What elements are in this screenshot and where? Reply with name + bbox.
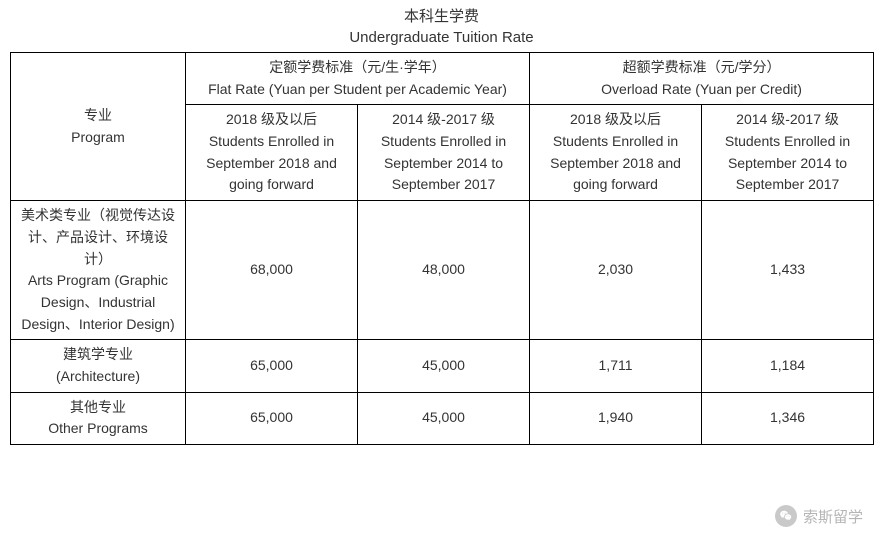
cell-flat-2014-2017: 48,000 [358,201,530,340]
table-row: 建筑学专业 (Architecture) 65,000 45,000 1,711… [11,340,874,392]
cell-program: 建筑学专业 (Architecture) [11,340,186,392]
wechat-icon [775,505,797,527]
cohort-2014-2017-en: Students Enrolled in September 2014 to S… [381,133,506,192]
program-cn: 建筑学专业 [63,346,133,362]
cell-over-2018: 2,030 [530,201,702,340]
title-cn: 本科生学费 [404,8,479,25]
col-header-flat-2014-2017: 2014 级-2017 级 Students Enrolled in Septe… [358,105,530,201]
table-row: 其他专业 Other Programs 65,000 45,000 1,940 … [11,392,874,444]
cell-flat-2018: 65,000 [186,392,358,444]
cell-flat-2014-2017: 45,000 [358,392,530,444]
cohort-2014-2017-cn: 2014 级-2017 级 [392,111,495,127]
cohort-2018-en-b: Students Enrolled in September 2018 and … [550,133,681,192]
cohort-2018-cn: 2018 级及以后 [226,111,317,127]
tuition-table: 专业 Program 定额学费标准（元/生·学年） Flat Rate (Yua… [10,52,874,445]
col-header-program-en: Program [71,129,125,145]
col-header-overload-rate: 超额学费标准（元/学分） Overload Rate (Yuan per Cre… [530,53,874,105]
program-en: Other Programs [48,420,148,436]
cohort-2014-2017-cn-b: 2014 级-2017 级 [736,111,839,127]
cell-program: 美术类专业（视觉传达设计、产品设计、环境设计） Arts Program (Gr… [11,201,186,340]
overload-rate-en: Overload Rate (Yuan per Credit) [601,81,802,97]
header-row-1: 专业 Program 定额学费标准（元/生·学年） Flat Rate (Yua… [11,53,874,105]
cell-over-2018: 1,711 [530,340,702,392]
cell-flat-2018: 68,000 [186,201,358,340]
cell-flat-2018: 65,000 [186,340,358,392]
col-header-program-cn: 专业 [84,107,112,123]
cohort-2014-2017-en-b: Students Enrolled in September 2014 to S… [725,133,850,192]
col-header-flat-rate: 定额学费标准（元/生·学年） Flat Rate (Yuan per Stude… [186,53,530,105]
title-en: Undergraduate Tuition Rate [349,29,533,46]
program-cn: 美术类专业（视觉传达设计、产品设计、环境设计） [21,207,175,266]
cell-flat-2014-2017: 45,000 [358,340,530,392]
cell-over-2018: 1,940 [530,392,702,444]
watermark-text: 索斯留学 [803,506,863,527]
cell-over-2014-2017: 1,433 [702,201,874,340]
cell-over-2014-2017: 1,346 [702,392,874,444]
cell-over-2014-2017: 1,184 [702,340,874,392]
cohort-2018-cn-b: 2018 级及以后 [570,111,661,127]
cohort-2018-en: Students Enrolled in September 2018 and … [206,133,337,192]
page-title: 本科生学费 Undergraduate Tuition Rate [10,6,873,48]
col-header-over-2018: 2018 级及以后 Students Enrolled in September… [530,105,702,201]
program-cn: 其他专业 [70,399,126,415]
flat-rate-en: Flat Rate (Yuan per Student per Academic… [208,81,507,97]
program-en: (Architecture) [56,368,140,384]
col-header-flat-2018: 2018 级及以后 Students Enrolled in September… [186,105,358,201]
table-row: 美术类专业（视觉传达设计、产品设计、环境设计） Arts Program (Gr… [11,201,874,340]
overload-rate-cn: 超额学费标准（元/学分） [623,59,781,75]
col-header-over-2014-2017: 2014 级-2017 级 Students Enrolled in Septe… [702,105,874,201]
program-en: Arts Program (Graphic Design、Industrial … [21,272,174,331]
watermark: 索斯留学 [775,505,863,527]
cell-program: 其他专业 Other Programs [11,392,186,444]
col-header-program: 专业 Program [11,53,186,201]
flat-rate-cn: 定额学费标准（元/生·学年） [269,59,446,75]
